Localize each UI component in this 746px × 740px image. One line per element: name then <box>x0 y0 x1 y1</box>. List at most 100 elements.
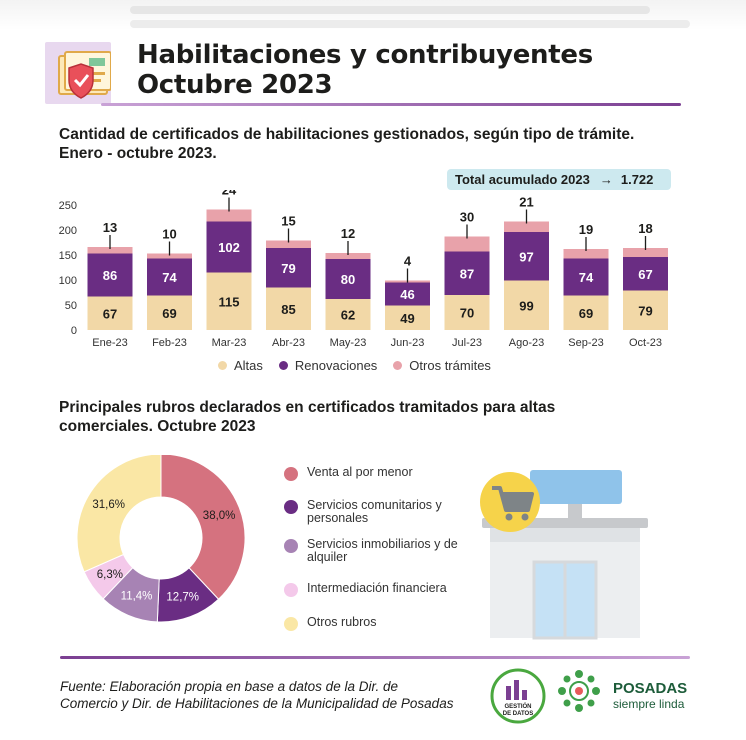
data-label: 79 <box>638 303 652 318</box>
data-label: 19 <box>579 222 593 237</box>
donut-slice <box>160 455 246 600</box>
data-label: 15 <box>281 214 295 229</box>
legend-label: Renovaciones <box>294 358 378 373</box>
data-label: 13 <box>103 220 117 235</box>
bar-group: 115 102 24 <box>206 190 252 330</box>
data-label: 80 <box>341 272 355 287</box>
bar-segment <box>266 287 311 330</box>
bar-segment <box>206 209 252 222</box>
top-faded-text <box>0 0 746 30</box>
bar-segment <box>87 247 133 254</box>
bar-segment <box>623 257 668 291</box>
bar-group: 70 87 30 <box>444 210 490 330</box>
posadas-brand: POSADAS siempre linda <box>613 680 687 711</box>
bar-segment <box>504 280 549 330</box>
data-label: 69 <box>162 306 176 321</box>
data-label: 87 <box>460 266 474 281</box>
bar-segment <box>444 295 490 330</box>
legend-label: Otros rubros <box>307 615 377 629</box>
data-label: 46 <box>400 287 414 302</box>
title-line-2: Octubre 2023 <box>137 70 333 100</box>
legend-item: Servicios inmobiliarios y de alquiler <box>284 538 467 564</box>
bar-group: 62 80 12 <box>325 226 371 330</box>
stacked-bar-chart: 0 50 100 150 200 250 67 86 13 Ene-23 69 74 10 Feb-23 1… <box>59 190 668 349</box>
bar-group: 85 79 15 <box>266 214 311 330</box>
bar-segment <box>563 258 609 296</box>
x-tick-label: Mar-23 <box>212 337 247 349</box>
legend-item: Servicios comunitarios y personales <box>284 499 467 525</box>
y-tick-label: 150 <box>59 250 77 262</box>
legend-swatch <box>284 500 298 514</box>
header-divider <box>101 103 681 106</box>
legend-swatch <box>284 539 298 553</box>
bar-segment <box>266 248 311 288</box>
donut-chart-title-line-1: Principales rubros declarados en certifi… <box>59 399 556 416</box>
data-label: 30 <box>460 210 474 225</box>
legend-label: Venta al por menor <box>307 465 413 479</box>
bar-group: 99 97 21 <box>504 195 549 330</box>
data-label: 74 <box>579 270 594 285</box>
x-tick-label: Jul-23 <box>452 337 482 349</box>
source-note: Fuente: Elaboración propia en base a dat… <box>60 678 453 712</box>
footer-divider <box>60 656 690 659</box>
bar-segment <box>206 221 252 273</box>
data-label: 74 <box>162 270 177 285</box>
legend-item: Otros trámites <box>393 358 491 373</box>
bar-segment <box>206 272 252 330</box>
bar-segment <box>385 282 430 306</box>
bar-segment <box>563 249 609 259</box>
total-badge: Total acumulado 2023 → 1.722 <box>447 169 671 190</box>
data-label: 99 <box>519 298 533 313</box>
x-tick-label: Ene-23 <box>92 337 127 349</box>
store-cart-icon <box>480 470 648 640</box>
x-tick-label: Jun-23 <box>391 337 425 349</box>
bar-group: 67 86 13 <box>87 220 133 330</box>
badge-text-2: DE DATOS <box>503 711 533 717</box>
data-label: 102 <box>218 240 240 255</box>
legend-item: Venta al por menor <box>284 466 467 481</box>
legend-label: Servicios comunitarios y personales <box>307 498 442 525</box>
x-tick-label: Ago-23 <box>509 337 544 349</box>
bar-chart-title-line-2: Enero - octubre 2023. <box>59 145 217 162</box>
bar-group: 69 74 10 <box>147 227 192 330</box>
data-label: 97 <box>519 249 533 264</box>
badge-text-1: GESTIÓN <box>504 702 531 710</box>
bar-chart-title-line-1: Cantidad de certificados de habilitacion… <box>59 126 635 143</box>
bar-segment <box>444 251 490 295</box>
posadas-flower-logo <box>558 670 600 712</box>
legend-label: Intermediación financiera <box>307 581 447 595</box>
source-line-1: Fuente: Elaboración propia en base a dat… <box>60 679 398 694</box>
data-label: 4 <box>404 254 412 269</box>
legend-swatch <box>284 467 298 481</box>
y-tick-label: 250 <box>59 200 77 212</box>
bar-segment <box>623 290 668 330</box>
bar-segment <box>87 253 133 297</box>
legend-label: Otros trámites <box>409 358 491 373</box>
data-label: 18 <box>638 221 652 236</box>
certificate-shield-icon <box>45 42 111 104</box>
x-tick-label: Abr-23 <box>272 337 305 349</box>
total-arrow: → <box>599 172 613 187</box>
data-label: 10 <box>162 227 176 242</box>
bar-chart-legend: Altas Renovaciones Otros trámites <box>218 358 491 373</box>
title-line-1: Habilitaciones y contribuyentes <box>137 40 593 70</box>
legend-swatch <box>278 361 288 370</box>
x-tick-label: May-23 <box>330 337 367 349</box>
bar-segment <box>325 259 371 299</box>
bar-segment <box>87 296 133 330</box>
data-label: 49 <box>400 311 414 326</box>
legend-item: Intermediación financiera <box>284 582 467 597</box>
data-label: 24 <box>222 190 237 198</box>
bar-segment <box>325 253 371 259</box>
data-label: 115 <box>219 294 240 309</box>
slice-label: 38,0% <box>203 510 236 522</box>
data-label: 69 <box>579 306 593 321</box>
source-line-2: Comercio y Dir. de Habilitaciones de la … <box>60 696 454 711</box>
bar-segment <box>147 258 192 296</box>
page-title: Habilitaciones y contribuyentes Octubre … <box>137 40 593 100</box>
data-label: 85 <box>281 302 295 317</box>
bar-segment <box>504 232 549 281</box>
brand-tagline: siempre linda <box>613 697 685 711</box>
donut-chart-title: Principales rubros declarados en certifi… <box>59 398 555 436</box>
bar-segment <box>504 221 549 232</box>
